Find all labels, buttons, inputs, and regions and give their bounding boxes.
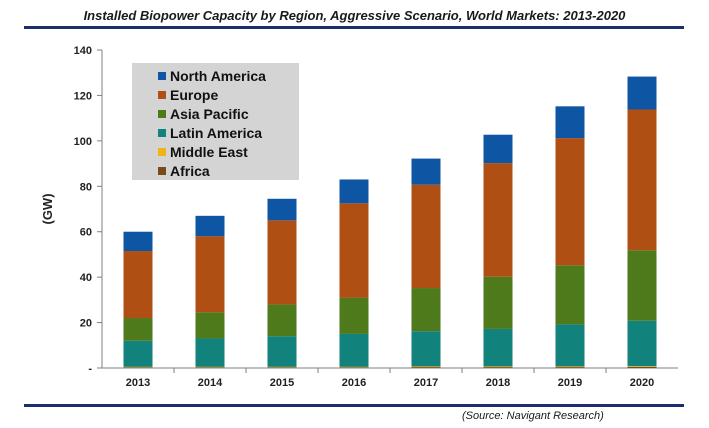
bar-segment-north-america <box>483 134 513 164</box>
bar-segment-north-america <box>339 179 369 204</box>
bar-segment-africa <box>627 366 657 368</box>
bar-segment-asia-pacific <box>123 318 153 341</box>
y-tick-label: 40 <box>80 272 92 284</box>
y-tick-label: 80 <box>80 181 92 193</box>
legend-label: Latin America <box>170 125 262 141</box>
bar-segment-africa <box>555 367 585 368</box>
y-axis-label: (GW) <box>40 193 55 224</box>
bar-segment-europe <box>555 138 585 266</box>
legend-label: Middle East <box>170 144 248 160</box>
bar-segment-europe <box>195 236 225 313</box>
bar-segment-europe <box>483 163 513 277</box>
x-tick-label: 2018 <box>486 377 510 389</box>
bar-segment-asia-pacific <box>555 265 585 325</box>
x-tick-label: 2013 <box>126 377 150 389</box>
bar-segment-asia-pacific <box>627 250 657 321</box>
x-tick-label: 2014 <box>198 377 223 389</box>
x-tick-label: 2015 <box>270 377 294 389</box>
bar-segment-north-america <box>555 106 585 139</box>
bar-segment-asia-pacific <box>339 297 369 334</box>
bar-segment-latin-america <box>195 338 225 367</box>
chart-title: Installed Biopower Capacity by Region, A… <box>83 8 626 23</box>
bar-segment-asia-pacific <box>195 312 225 339</box>
bar-segment-latin-america <box>483 328 513 367</box>
bar-segment-middle-east <box>627 366 657 367</box>
bar-segment-europe <box>267 220 297 305</box>
legend-swatch <box>158 91 166 99</box>
bar-segment-latin-america <box>627 320 657 367</box>
bar-segment-europe <box>123 251 153 319</box>
source-note: (Source: Navigant Research) <box>462 410 604 422</box>
legend-label: Asia Pacific <box>170 106 249 122</box>
bar-segment-africa <box>195 367 225 368</box>
legend-swatch <box>158 72 166 80</box>
bar-segment-north-america <box>123 231 153 252</box>
chart-bars <box>123 76 657 368</box>
bar-segment-africa <box>123 367 153 368</box>
y-tick-label: 20 <box>80 318 92 330</box>
chart-legend: North America Europe Asia Pacific Latin Ame… <box>132 63 299 180</box>
bar-segment-africa <box>411 367 441 368</box>
chart-axes: - 20 40 60 80 100 120 140 (GW) 2013 2014 2015 2016 20… <box>40 45 678 389</box>
bar-segment-latin-america <box>123 340 153 367</box>
bar-segment-europe <box>339 203 369 298</box>
y-tick-label: - <box>88 363 92 375</box>
bar-segment-europe <box>627 109 657 251</box>
bar-segment-europe <box>411 184 441 289</box>
bar-segment-north-america <box>627 76 657 110</box>
bar-segment-asia-pacific <box>411 288 441 332</box>
bar-segment-middle-east <box>483 366 513 368</box>
x-tick-label: 2020 <box>630 377 654 389</box>
y-tick-label: 60 <box>80 227 92 239</box>
y-tick-label: 140 <box>74 45 92 57</box>
x-tick-label: 2017 <box>414 377 438 389</box>
y-tick-label: 120 <box>74 90 92 102</box>
legend-label: North America <box>170 68 266 84</box>
bar-segment-asia-pacific <box>267 304 297 337</box>
bar-segment-north-america <box>195 215 225 237</box>
bar-segment-africa <box>339 367 369 368</box>
bar-segment-latin-america <box>411 331 441 367</box>
x-tick-label: 2016 <box>342 377 366 389</box>
bar-segment-north-america <box>267 198 297 221</box>
bar-segment-middle-east <box>411 366 441 368</box>
bar-segment-latin-america <box>555 324 585 367</box>
legend-label: Europe <box>170 87 218 103</box>
legend-label: Africa <box>170 163 210 179</box>
legend-swatch <box>158 110 166 118</box>
bar-segment-north-america <box>411 158 441 185</box>
bottom-divider <box>24 404 684 407</box>
y-tick-label: 100 <box>74 136 92 148</box>
bar-segment-africa <box>267 367 297 368</box>
top-divider <box>24 26 684 29</box>
bar-segment-latin-america <box>267 336 297 367</box>
legend-swatch <box>158 167 166 175</box>
legend-box <box>132 63 299 180</box>
legend-swatch <box>158 129 166 137</box>
bar-segment-latin-america <box>339 333 369 367</box>
bar-segment-middle-east <box>555 366 585 368</box>
bar-segment-asia-pacific <box>483 276 513 329</box>
bar-segment-africa <box>483 367 513 368</box>
legend-swatch <box>158 148 166 156</box>
x-tick-label: 2019 <box>558 377 582 389</box>
